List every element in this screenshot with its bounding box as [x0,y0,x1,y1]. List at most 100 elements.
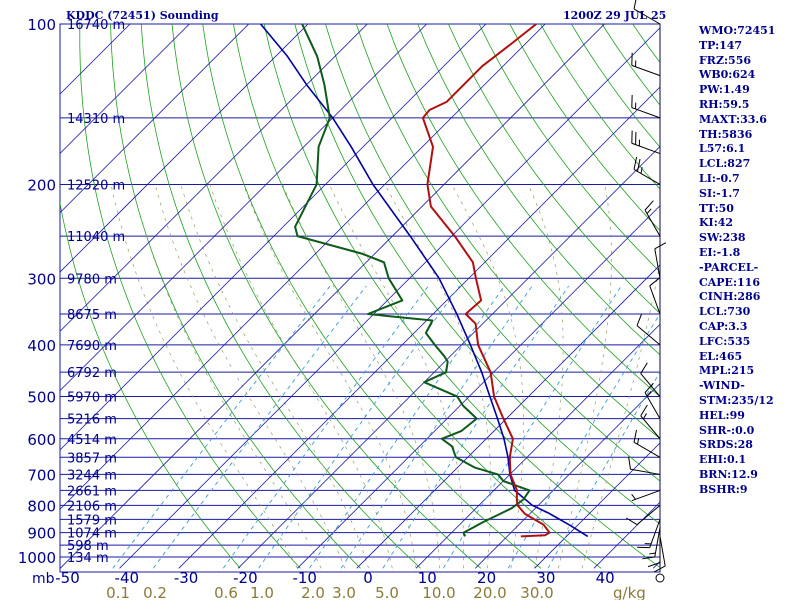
stat-item: CAP:3.3 [699,319,748,333]
height-label: 1579 m [67,513,117,528]
dry-adiabat [478,24,660,273]
dry-adiabat [448,24,660,314]
stat-item: LI:-0.7 [699,171,740,185]
mixing-ratio-tick: 10.0 [422,584,455,600]
wind-barb [649,277,661,315]
dry-adiabat [355,24,660,440]
mixing-ratio-tick: 20.0 [473,584,506,600]
isotherm [60,24,309,273]
mixing-ratio-line [112,285,331,569]
wind-barb-flag [644,382,654,393]
wind-barb-staff [631,107,661,119]
moist-adiabat [209,184,393,569]
wind-barb-staff [631,142,661,155]
wind-barb-flag [640,404,648,417]
pressure-tick: 700 [27,466,56,484]
wind-barb-staff [644,392,661,419]
moist-adiabat [384,184,492,569]
wind-barb-flag [636,313,643,326]
pressure-tick: 900 [27,525,56,543]
wind-barb-staff [654,248,661,279]
height-label: 2106 m [67,499,117,514]
profile-lines [259,24,589,538]
wind-barb [631,94,661,119]
wind-barb-half [640,167,643,174]
height-label: 7690 m [67,339,117,354]
wind-barb-staff [654,527,661,558]
mixing-ratio-line [340,285,533,569]
dry-adiabat [786,24,800,568]
thermo-grid [60,24,800,569]
height-labels: 16740 m 14310 m 12520 m 11040 m 9780 m 8675 m… [67,18,125,566]
height-label: 6792 m [67,366,117,381]
wind-barb [640,404,661,440]
pressure-tick: 100 [27,16,56,34]
stat-item: HEL:99 [699,408,745,422]
dry-adiabat [417,24,660,356]
isotherm [356,264,660,569]
stat-item: SRDS:28 [699,438,753,452]
height-label: 134 m [67,551,109,566]
stat-item: KI:42 [699,216,734,230]
height-label: 11040 m [67,230,125,245]
mixing-ratio-tick: 0.2 [143,584,167,600]
wind-barb-flag [649,277,660,287]
wind-barb-half [646,391,652,397]
isotherm [534,442,660,569]
wind-barb-flag [640,362,648,374]
wind-barb-half [636,437,640,445]
wind-barb [640,362,661,397]
height-label: 14310 m [67,112,125,127]
wind-barb-staff [640,415,661,440]
dry-adiabat [386,24,660,398]
stat-item: -WIND- [699,379,745,393]
dry-adiabat [325,24,660,482]
stat-item: EL:465 [699,349,743,363]
temperature-trace [421,24,551,538]
wind-barb [636,313,661,346]
isotherm [60,24,487,451]
mixing-ratio-tick: 30.0 [520,584,553,600]
mixing-ratio-line [382,285,570,569]
stat-item: LCL:827 [699,157,751,171]
stat-item: PW:1.49 [699,83,750,97]
temperature-tick: -30 [174,569,199,587]
wind-barb-flag [654,242,667,250]
wind-barb-flag [636,158,641,172]
stat-item: CAPE:116 [699,275,760,289]
wind-barb-staff [631,489,661,502]
temperature-tick: 40 [596,569,615,587]
stat-item: RH:59.5 [699,97,750,111]
stat-item: SI:-1.7 [699,186,740,200]
pressure-tick: 200 [27,176,56,194]
pressure-tick: 800 [27,497,56,515]
height-label: 2661 m [67,484,117,499]
wind-barb-staff [631,64,661,77]
wind-barb [642,527,661,560]
height-label: 3857 m [67,451,117,466]
stat-item: MAXT:33.6 [699,112,767,126]
height-label: 1074 m [67,527,117,542]
mixing-ratio-tick: 5.0 [375,584,399,600]
stat-item: FRZ:556 [699,53,752,67]
isotherm [297,205,660,569]
isotherm [415,323,660,569]
wind-barb-staff [636,504,661,526]
mixing-ratio-unit: g/kg [613,584,646,600]
isotherm [119,27,660,569]
station-title: KDDC (72451) Sounding [66,9,219,22]
pressure-tick: 400 [27,337,56,355]
pressure-tick: 500 [27,389,56,407]
temperature-tick: 10 [418,569,437,587]
pressure-tick: 600 [27,431,56,449]
mixing-ratio-line [309,285,505,569]
wind-barb-staff [636,325,661,346]
moist-adiabat [243,184,417,569]
dry-adiabat [202,24,542,569]
plot-frame [59,23,661,573]
pressure-tick: 1000 [18,549,56,567]
isotherm [475,383,660,569]
stat-item: TP:147 [699,38,743,52]
dry-adiabat [294,24,660,525]
